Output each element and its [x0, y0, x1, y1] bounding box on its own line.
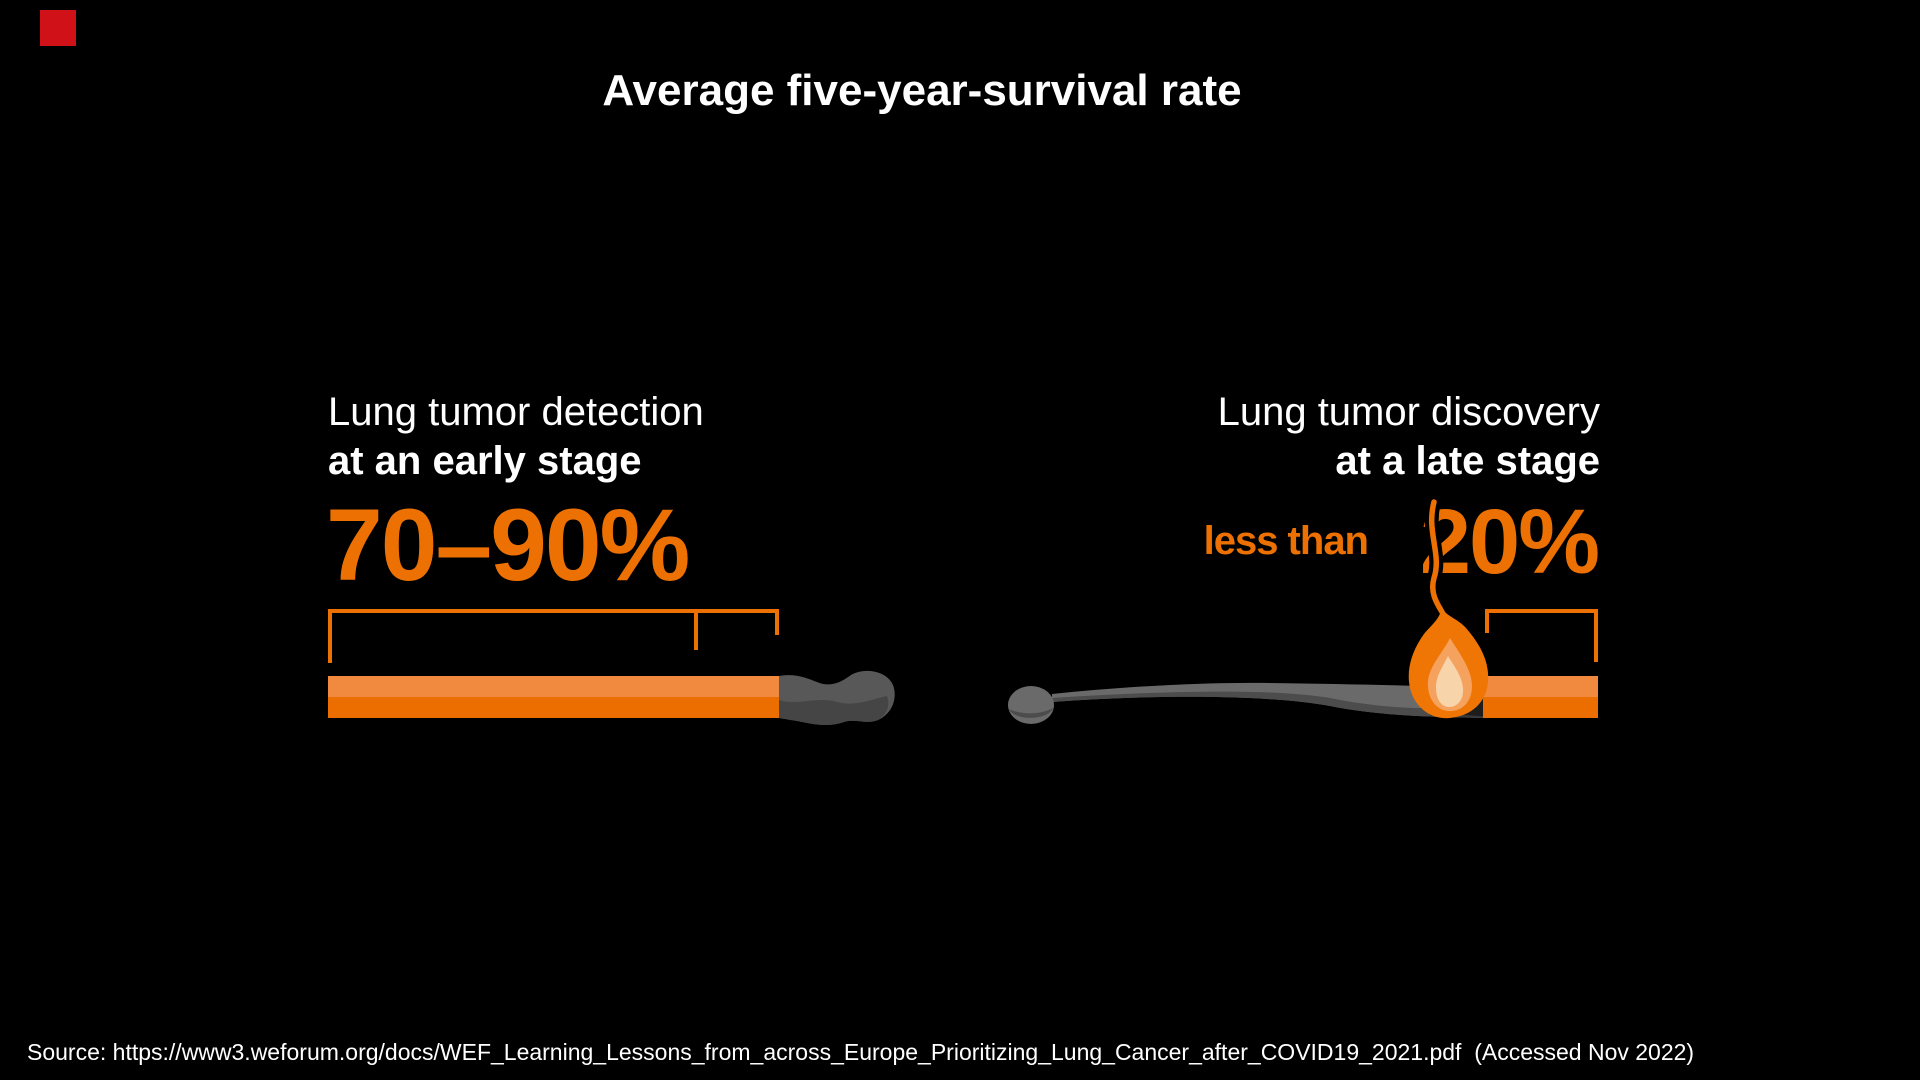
bracket-end-right [1594, 609, 1598, 662]
page-title: Average five-year-survival rate [602, 66, 1242, 115]
flame-wisp [1428, 499, 1445, 615]
match-stub-icon [1483, 676, 1598, 718]
match-stick-top [328, 676, 779, 697]
bracket-end-left [1485, 609, 1489, 633]
bracket-tick [694, 609, 698, 650]
burnt-tip-ball [1008, 686, 1054, 724]
early-stage-label-line1: Lung tumor detection [328, 390, 704, 434]
source-text: Source: https://www3.weforum.org/docs/WE… [27, 1039, 1695, 1065]
match-stub-top [1483, 676, 1598, 697]
late-stage-value: 20% [1419, 491, 1600, 593]
match-stub-bottom [1483, 697, 1598, 718]
late-stage-label-line1: Lung tumor discovery [1217, 390, 1600, 434]
bracket-line [1485, 609, 1598, 613]
flame-icon [1408, 495, 1489, 719]
early-stage-label-line2: at an early stage [328, 439, 642, 483]
bracket-end-left [328, 609, 332, 663]
bracket-line [328, 609, 779, 613]
match-stick-bottom [328, 697, 779, 718]
early-stage-value: 70–90% [326, 488, 690, 602]
bracket-end-right [775, 609, 779, 635]
match-stick-icon [328, 676, 779, 718]
late-stage-label-line2: at a late stage [1335, 439, 1600, 483]
match-head-icon [779, 670, 895, 726]
late-stage-qualifier: less than [1203, 519, 1369, 563]
flame-core [1436, 656, 1464, 707]
logo-red-square [40, 10, 76, 46]
